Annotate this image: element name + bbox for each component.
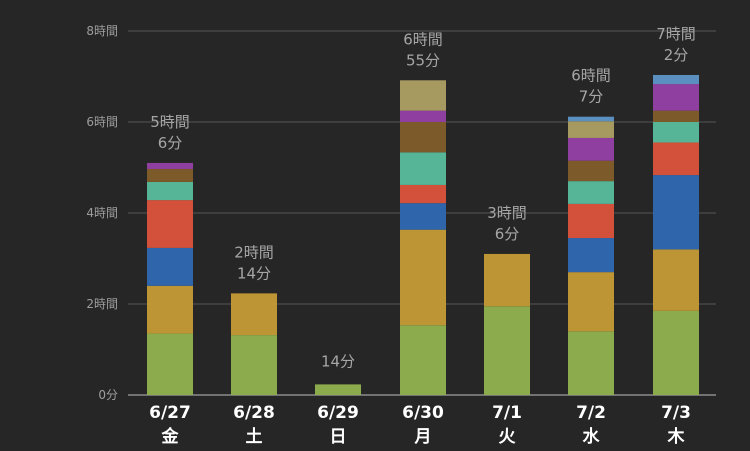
total-label-minutes: 55分: [406, 51, 440, 69]
bar-segment: [400, 325, 446, 395]
bar-segment: [568, 238, 614, 273]
y-tick-label: 6時間: [86, 115, 118, 129]
bar-segment: [400, 80, 446, 111]
x-axis-labels: 6/27 金 6/28 土 6/29 日 6/30 月 7/1 火 7/2 水 7/3 木: [149, 403, 691, 447]
bar-segment: [400, 203, 446, 230]
bar-segment: [400, 152, 446, 185]
bar-segment: [568, 116, 614, 122]
total-label-hours: 6時間: [571, 67, 611, 85]
x-tick-date: 6/28: [233, 403, 275, 423]
bar-segment: [400, 110, 446, 122]
bar-segment: [400, 229, 446, 326]
x-tick-weekday: 日: [330, 427, 347, 447]
bar-segment: [147, 333, 193, 395]
bar-segment: [653, 122, 699, 143]
bar-segment: [568, 181, 614, 204]
total-label-minutes: 14分: [321, 352, 355, 370]
bar-segment: [653, 310, 699, 395]
bar-segment: [147, 162, 193, 170]
x-tick-weekday: 金: [161, 426, 180, 447]
total-label-minutes: 6分: [158, 134, 183, 152]
bar-segment: [147, 247, 193, 286]
y-tick-label: 8時間: [86, 24, 118, 38]
bar-segment: [147, 181, 193, 201]
bar-segment: [653, 142, 699, 176]
total-label-hours: 3時間: [487, 204, 527, 222]
bar-segment: [400, 122, 446, 153]
y-tick-label: 2時間: [86, 297, 118, 311]
y-axis-ticks: 0分 2時間 4時間 6時間 8時間: [86, 24, 118, 402]
bar-segment: [568, 160, 614, 182]
bar-total-labels: 5時間 6分 2時間 14分 14分 6時間 55分 3時間 6分 6時間 7分 7時間 2分: [150, 25, 696, 370]
bar-segment: [231, 293, 277, 336]
bar-segment: [568, 203, 614, 239]
x-tick-weekday: 火: [499, 427, 517, 447]
x-tick-date: 6/29: [317, 403, 359, 423]
bar-segment: [568, 137, 614, 161]
bar-segment: [653, 84, 699, 111]
bar-segment: [568, 121, 614, 138]
x-tick-weekday: 木: [667, 426, 686, 447]
total-label-hours: 2時間: [234, 243, 274, 261]
x-tick-date: 7/2: [576, 403, 606, 423]
total-label-minutes: 7分: [579, 88, 604, 106]
bar-segment: [653, 175, 699, 250]
bar-segment: [568, 331, 614, 395]
total-label-minutes: 2分: [664, 46, 689, 64]
bar-segment: [147, 200, 193, 248]
bar-segment: [400, 184, 446, 204]
y-tick-label: 4時間: [86, 206, 118, 220]
x-tick-date: 6/30: [402, 403, 444, 423]
bar-segment: [231, 335, 277, 395]
bar-segment: [568, 272, 614, 332]
bar-segment: [484, 253, 530, 307]
bar-segment: [653, 74, 699, 85]
bar-segment: [653, 110, 699, 122]
x-tick-weekday: 土: [246, 426, 263, 447]
total-label-minutes: 14分: [237, 264, 271, 282]
bars: [147, 74, 699, 395]
total-label-hours: 5時間: [150, 113, 190, 131]
x-tick-weekday: 水: [583, 426, 601, 447]
x-tick-weekday: 月: [414, 427, 432, 447]
total-label-hours: 6時間: [403, 30, 443, 48]
bar-segment: [653, 249, 699, 311]
x-tick-date: 6/27: [149, 403, 191, 423]
x-tick-date: 7/3: [661, 403, 691, 423]
total-label-hours: 7時間: [656, 25, 696, 43]
x-tick-date: 7/1: [492, 403, 522, 423]
bar-segment: [147, 285, 193, 334]
bar-segment: [484, 306, 530, 395]
bar-segment: [147, 169, 193, 182]
y-tick-label: 0分: [98, 388, 118, 402]
total-label-minutes: 6分: [495, 225, 520, 243]
bar-segment: [315, 384, 361, 395]
